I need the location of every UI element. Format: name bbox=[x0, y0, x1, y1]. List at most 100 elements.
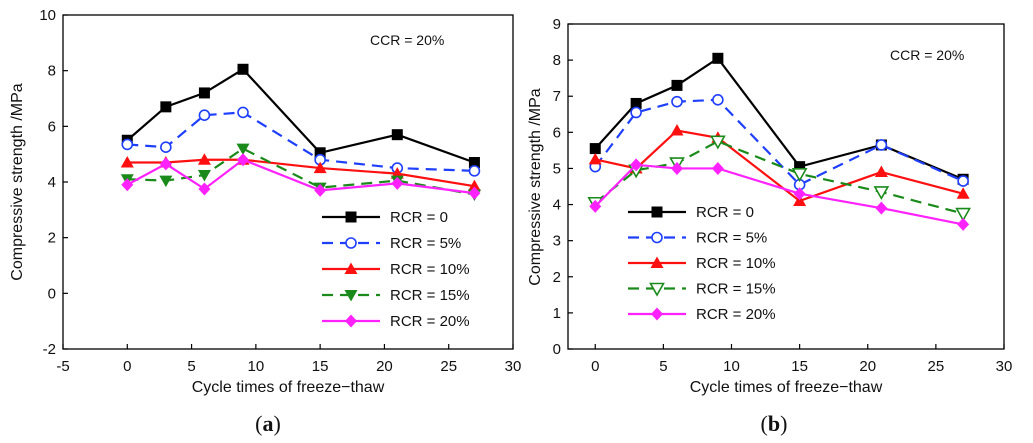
data-point bbox=[712, 52, 724, 64]
x-tick-label: 0 bbox=[123, 358, 131, 375]
chart-panel-b: 0 5 10 15 20 25 30 0 1 2 3 4 5 6 7 8 9 Cycle times of fre… bbox=[527, 16, 1012, 436]
legend: RCR = 0 RCR = 5% RCR = 10% RCR = 15% RCR = 2… bbox=[322, 209, 470, 330]
legend: RCR = 0 RCR = 5% RCR = 10% RCR = 15% RCR = 2… bbox=[628, 204, 776, 323]
data-point bbox=[121, 178, 134, 192]
ccr-annotation: CCR = 20% bbox=[890, 47, 964, 63]
data-point bbox=[671, 161, 683, 175]
data-point bbox=[159, 157, 172, 171]
data-point bbox=[875, 201, 888, 215]
x-tick-label: 5 bbox=[659, 358, 667, 375]
legend-marker bbox=[344, 290, 358, 302]
legend-label: RCR = 20% bbox=[390, 313, 470, 330]
legend-label: RCR = 5% bbox=[390, 235, 461, 252]
y-tick-label: 4 bbox=[48, 174, 56, 191]
y-tick-label: 0 bbox=[553, 341, 561, 358]
y-tick-label: 5 bbox=[553, 160, 561, 177]
ccr-annotation: CCR = 20% bbox=[370, 32, 444, 48]
legend-label: RCR = 0 bbox=[696, 204, 754, 221]
data-point bbox=[589, 199, 602, 213]
legend-label: RCR = 5% bbox=[696, 230, 767, 247]
data-point bbox=[314, 183, 327, 197]
y-tick-label: 2 bbox=[48, 230, 56, 247]
data-point bbox=[160, 141, 172, 154]
y-axis-label: Compressive strength /MPa bbox=[9, 83, 26, 281]
data-point bbox=[712, 94, 724, 106]
data-point bbox=[630, 97, 642, 109]
data-point bbox=[197, 153, 211, 165]
x-axis-label: Cycle times of freeze−thaw bbox=[690, 379, 883, 396]
data-point bbox=[794, 161, 806, 173]
legend-marker bbox=[651, 307, 663, 321]
legend-marker bbox=[651, 231, 663, 244]
legend-label: RCR = 15% bbox=[390, 287, 470, 304]
data-point bbox=[313, 161, 327, 174]
y-tick-label: 6 bbox=[553, 124, 561, 141]
data-point bbox=[237, 63, 249, 75]
x-tick-label: 30 bbox=[996, 358, 1013, 375]
data-point bbox=[120, 156, 134, 168]
data-point bbox=[237, 106, 249, 119]
series-line bbox=[594, 98, 964, 187]
data-point bbox=[237, 153, 249, 167]
series-3 bbox=[587, 135, 971, 222]
chart-panel-a: -5 0 5 10 15 20 25 30 -2 0 2 4 6 8 10 Cycle times of fr… bbox=[9, 7, 521, 436]
x-tick-label: 10 bbox=[248, 358, 265, 375]
x-tick-label: 25 bbox=[928, 358, 945, 375]
series-line bbox=[594, 56, 964, 181]
data-point bbox=[391, 176, 404, 190]
x-axis-label: Cycle times of freeze−thaw bbox=[192, 379, 385, 396]
data-point bbox=[956, 187, 970, 199]
x-tick-label: 5 bbox=[187, 358, 195, 375]
y-tick-label: 8 bbox=[553, 52, 561, 69]
data-point bbox=[874, 165, 888, 178]
x-tick-label: 20 bbox=[376, 358, 393, 375]
panel-label: (b) bbox=[761, 411, 788, 436]
y-tick-label: 8 bbox=[48, 63, 56, 80]
data-point bbox=[236, 143, 250, 156]
panel-letter: a bbox=[263, 411, 274, 436]
data-point bbox=[198, 87, 210, 99]
series-line bbox=[126, 67, 475, 164]
series-4 bbox=[589, 158, 970, 231]
series-line bbox=[594, 140, 964, 215]
data-point bbox=[589, 143, 601, 155]
legend-label: RCR = 0 bbox=[390, 209, 448, 226]
data-point bbox=[121, 138, 134, 151]
data-point bbox=[875, 139, 888, 151]
y-tick-label: 7 bbox=[553, 88, 561, 105]
panel-letter: b bbox=[768, 411, 780, 436]
data-point bbox=[391, 129, 403, 141]
data-point bbox=[671, 79, 683, 91]
data-point bbox=[957, 175, 969, 187]
data-point bbox=[791, 168, 808, 182]
data-point bbox=[198, 182, 211, 196]
series-4 bbox=[121, 153, 481, 200]
data-point bbox=[160, 101, 172, 113]
data-point bbox=[314, 147, 326, 159]
data-point bbox=[957, 217, 970, 231]
legend-label: RCR = 10% bbox=[696, 255, 776, 272]
y-tick-label: 4 bbox=[553, 197, 561, 214]
y-tick-label: 10 bbox=[39, 7, 56, 24]
legend-label: RCR = 15% bbox=[696, 281, 776, 298]
data-point bbox=[670, 124, 684, 136]
y-tick-label: 2 bbox=[553, 269, 561, 286]
legend-marker bbox=[650, 256, 664, 268]
series-line bbox=[126, 158, 475, 195]
y-tick-label: 9 bbox=[553, 16, 561, 33]
legend-marker bbox=[345, 314, 357, 328]
legend-marker bbox=[651, 206, 663, 218]
data-point bbox=[630, 106, 642, 119]
y-tick-label: 6 bbox=[48, 118, 56, 135]
data-point bbox=[671, 95, 683, 108]
x-tick-label: 30 bbox=[505, 358, 522, 375]
data-point bbox=[159, 175, 173, 188]
x-tick-label: 15 bbox=[791, 358, 808, 375]
y-tick-label: 0 bbox=[48, 285, 56, 302]
data-point bbox=[468, 157, 480, 169]
data-point bbox=[468, 165, 481, 177]
legend-label: RCR = 20% bbox=[696, 306, 776, 323]
legend-marker bbox=[345, 211, 357, 223]
plot-frame bbox=[567, 23, 1005, 350]
